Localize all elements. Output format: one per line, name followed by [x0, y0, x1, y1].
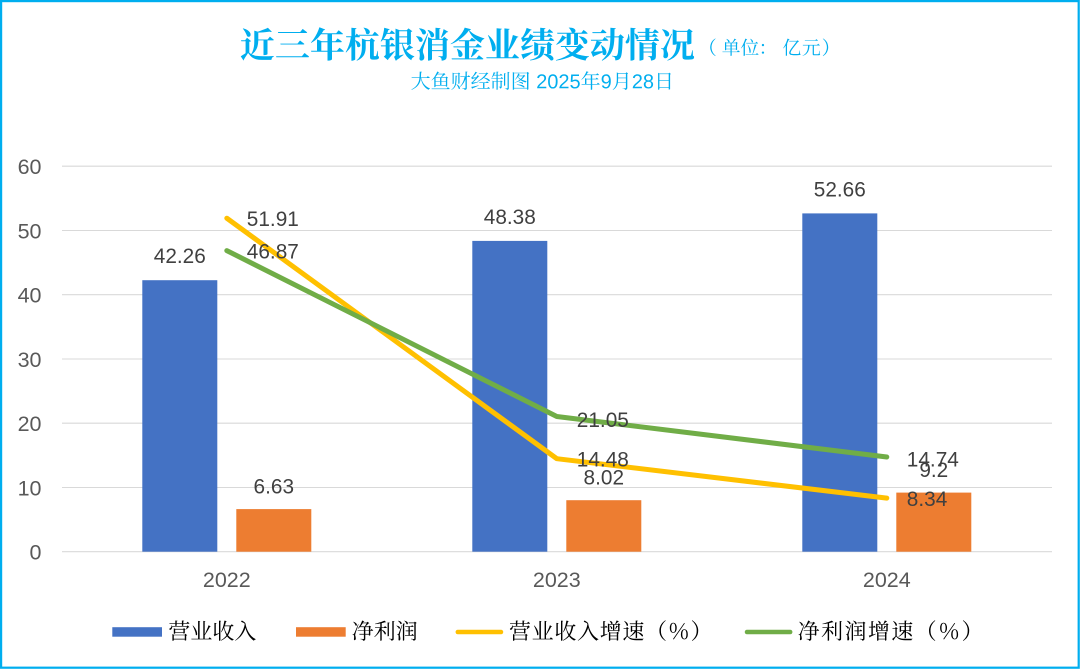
svg-text:0: 0: [30, 541, 42, 565]
svg-text:50: 50: [18, 219, 42, 243]
svg-text:21.05: 21.05: [577, 409, 629, 432]
svg-text:52.66: 52.66: [814, 178, 866, 201]
svg-text:2022: 2022: [203, 568, 251, 592]
svg-text:42.26: 42.26: [154, 245, 206, 268]
svg-text:51.91: 51.91: [247, 208, 299, 231]
svg-text:14.48: 14.48: [577, 449, 629, 472]
svg-text:60: 60: [18, 155, 42, 179]
svg-text:46.87: 46.87: [247, 241, 299, 264]
svg-text:30: 30: [18, 348, 42, 372]
svg-text:8.02: 8.02: [584, 467, 624, 490]
svg-text:10: 10: [18, 476, 42, 500]
svg-text:2024: 2024: [863, 568, 911, 592]
svg-text:2023: 2023: [533, 568, 581, 592]
svg-text:6.63: 6.63: [254, 476, 294, 499]
svg-text:40: 40: [18, 284, 42, 308]
svg-text:48.38: 48.38: [484, 206, 536, 229]
svg-text:9.2: 9.2: [919, 459, 948, 482]
svg-text:20: 20: [18, 412, 42, 436]
svg-text:14.74: 14.74: [907, 449, 959, 472]
svg-text:8.34: 8.34: [907, 488, 947, 511]
